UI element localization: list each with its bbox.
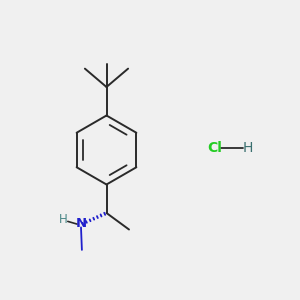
Text: N: N: [75, 217, 87, 230]
Text: H: H: [242, 141, 253, 154]
Text: Cl: Cl: [207, 141, 222, 154]
Text: H: H: [59, 213, 68, 226]
